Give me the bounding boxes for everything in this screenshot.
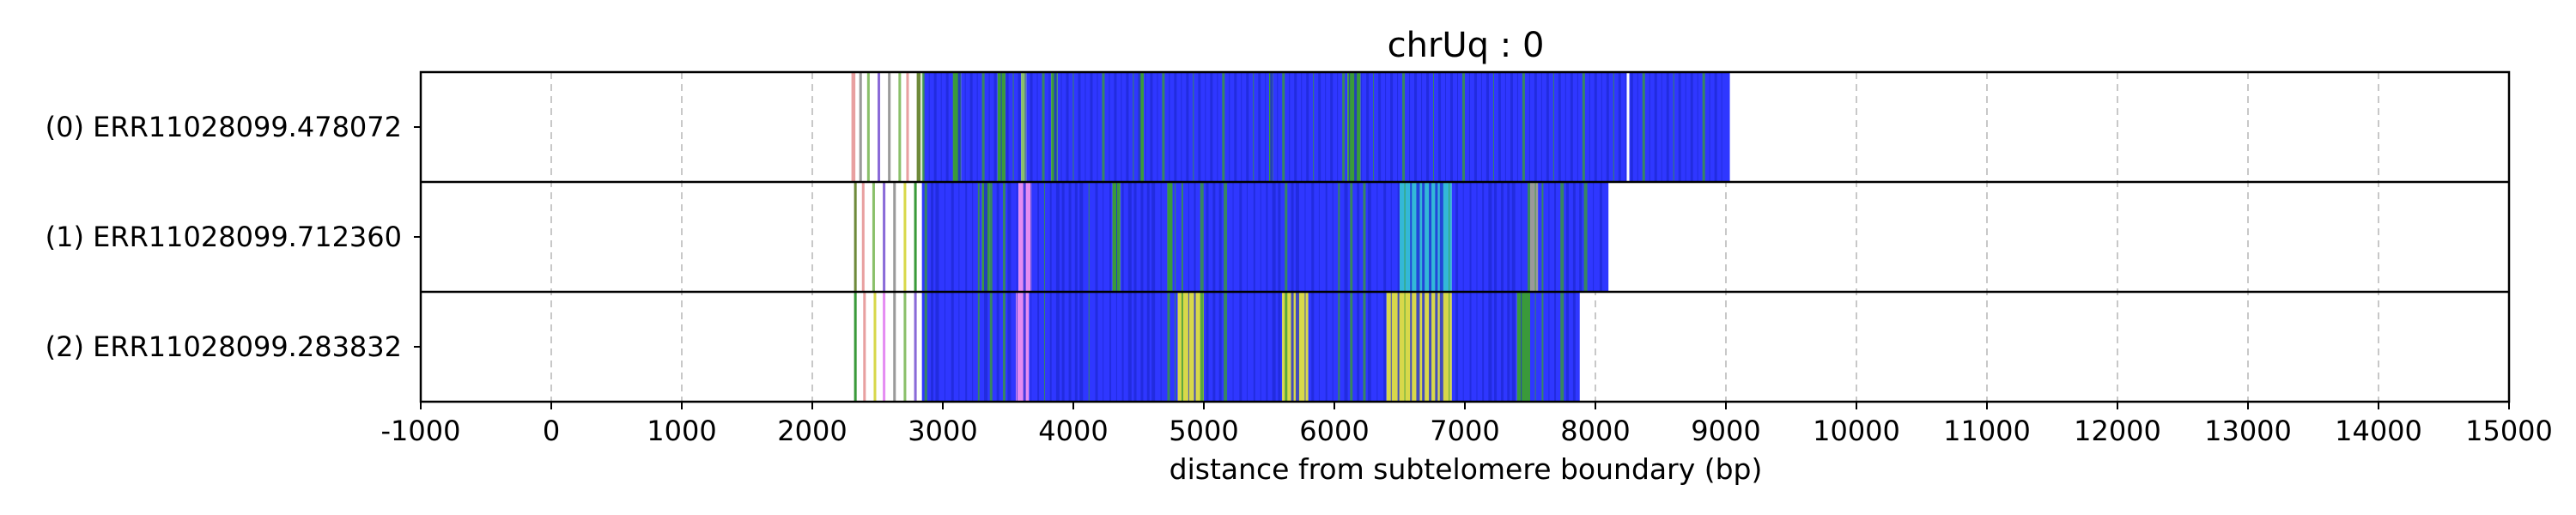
read-block [961,73,998,181]
read-block [903,293,907,401]
read-block [866,73,870,181]
read-block [906,73,909,181]
x-tick-label: 9000 [1691,415,1760,447]
x-tick-label: 15000 [2465,415,2553,447]
read-block [1273,73,1348,181]
read-block [923,73,954,181]
x-tick-label: 11000 [1943,415,2031,447]
read-track [854,183,1609,291]
x-tick-label: 4000 [1038,415,1108,447]
read-block [854,183,857,291]
chart-title: chrUq : 0 [1388,26,1545,65]
x-tick-label: 3000 [908,415,977,447]
read-block [914,183,917,291]
x-tick-label: 0 [543,415,560,447]
read-block [851,73,856,181]
read-block [873,293,877,401]
x-tick-label: 2000 [777,415,847,447]
read-block [903,183,907,291]
x-tick-label: 12000 [2074,415,2161,447]
read-block [863,293,866,401]
x-tick-label: 13000 [2204,415,2292,447]
x-tick-label: -1000 [381,415,461,447]
read-track [851,73,1730,181]
x-axis-title: distance from subtelomere boundary (bp) [1170,452,1763,486]
x-tick-label: 8000 [1560,415,1630,447]
reads-layer [851,73,1730,401]
read-block [914,293,917,401]
read-block [1167,183,1173,291]
read-block [888,73,891,181]
read-block [1516,293,1530,401]
x-tick-label: 7000 [1430,415,1499,447]
read-label: (0) ERR11028099.478072 [46,111,402,143]
read-block [1400,183,1452,291]
read-block [878,73,881,181]
read-block [1120,183,1168,291]
read-block [1021,73,1027,181]
x-tick-label: 6000 [1299,415,1369,447]
read-block [1451,293,1517,401]
read-labels: (0) ERR11028099.478072 (1) ERR11028099.71… [46,111,421,363]
read-block [893,293,896,401]
x-tick-label: 10000 [1813,415,1900,447]
read-block [883,183,886,291]
read-block [1530,183,1539,291]
read-block [872,183,875,291]
read-block [854,293,857,401]
read-block [883,293,886,401]
read-block [1204,293,1283,401]
read-block [859,73,862,181]
read-block [893,183,896,291]
read-block [1031,183,1113,291]
x-axis: -1000 0 1000 2000 3000 4000 5000 6000 7000 8000 90… [381,402,2553,447]
read-label: (1) ERR11028099.712360 [46,221,402,253]
read-block [916,73,921,181]
read-label: (2) ERR11028099.283832 [46,330,402,363]
read-track [854,293,1580,401]
x-tick-label: 1000 [647,415,716,447]
read-block [1057,73,1139,181]
read-block [1016,293,1030,401]
read-block [1347,73,1361,181]
read-block [953,73,962,181]
read-block [898,73,902,181]
read-block [861,183,865,291]
x-tick-label: 5000 [1169,415,1238,447]
read-block [1139,73,1145,181]
x-tick-label: 14000 [2335,415,2422,447]
